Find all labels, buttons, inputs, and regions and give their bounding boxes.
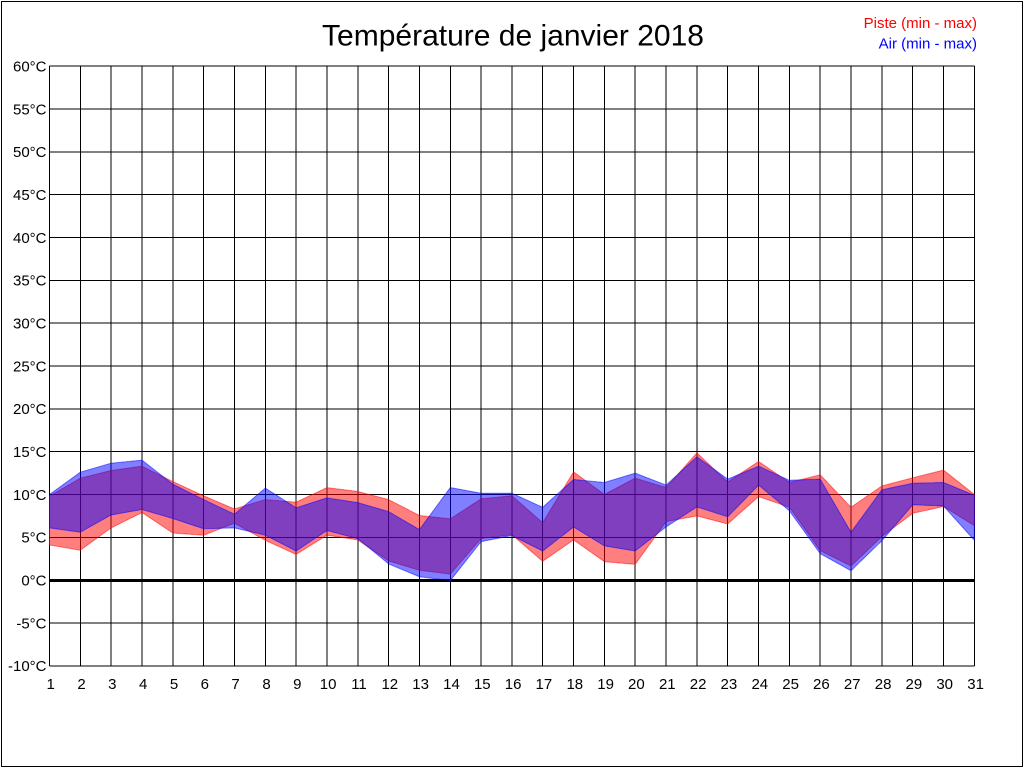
svg-text:-10°C: -10°C xyxy=(8,658,47,675)
svg-text:50°C: 50°C xyxy=(13,144,47,161)
svg-text:60°C: 60°C xyxy=(13,59,47,76)
svg-text:20°C: 20°C xyxy=(13,401,47,418)
svg-text:45°C: 45°C xyxy=(13,187,47,204)
svg-text:2: 2 xyxy=(77,676,85,693)
svg-text:11: 11 xyxy=(351,676,367,693)
svg-text:14: 14 xyxy=(443,676,460,693)
svg-text:6: 6 xyxy=(201,676,209,693)
svg-text:30°C: 30°C xyxy=(13,316,47,333)
svg-text:7: 7 xyxy=(231,676,239,693)
svg-text:10: 10 xyxy=(320,676,337,693)
svg-text:35°C: 35°C xyxy=(13,273,47,290)
svg-text:3: 3 xyxy=(108,676,116,693)
svg-text:16: 16 xyxy=(505,676,522,693)
svg-text:25: 25 xyxy=(782,676,799,693)
svg-text:25°C: 25°C xyxy=(13,358,47,375)
svg-text:28: 28 xyxy=(875,676,892,693)
svg-text:26: 26 xyxy=(813,676,830,693)
svg-text:40°C: 40°C xyxy=(13,230,47,247)
svg-text:5°C: 5°C xyxy=(21,530,46,547)
svg-text:27: 27 xyxy=(844,676,861,693)
svg-text:9: 9 xyxy=(293,676,301,693)
svg-text:12: 12 xyxy=(381,676,398,693)
svg-text:1: 1 xyxy=(47,676,55,693)
svg-text:21: 21 xyxy=(659,676,676,693)
svg-text:18: 18 xyxy=(566,676,583,693)
svg-text:4: 4 xyxy=(139,676,147,693)
svg-text:5: 5 xyxy=(170,676,178,693)
svg-text:17: 17 xyxy=(536,676,553,693)
svg-text:55°C: 55°C xyxy=(13,101,47,118)
svg-text:30: 30 xyxy=(936,676,953,693)
svg-text:20: 20 xyxy=(628,676,645,693)
svg-text:-5°C: -5°C xyxy=(16,615,46,632)
svg-text:Température de janvier 2018: Température de janvier 2018 xyxy=(322,20,704,53)
svg-text:29: 29 xyxy=(906,676,923,693)
svg-text:15°C: 15°C xyxy=(13,444,47,461)
svg-text:10°C: 10°C xyxy=(13,487,47,504)
svg-text:19: 19 xyxy=(597,676,614,693)
svg-text:13: 13 xyxy=(412,676,429,693)
svg-text:8: 8 xyxy=(262,676,270,693)
svg-text:Piste (min - max): Piste (min - max) xyxy=(864,15,977,32)
svg-text:22: 22 xyxy=(690,676,707,693)
svg-text:0°C: 0°C xyxy=(21,572,46,589)
svg-text:31: 31 xyxy=(967,676,984,693)
svg-text:Air (min - max): Air (min - max) xyxy=(879,36,977,53)
svg-text:23: 23 xyxy=(721,676,738,693)
svg-text:15: 15 xyxy=(474,676,491,693)
svg-text:24: 24 xyxy=(751,676,768,693)
